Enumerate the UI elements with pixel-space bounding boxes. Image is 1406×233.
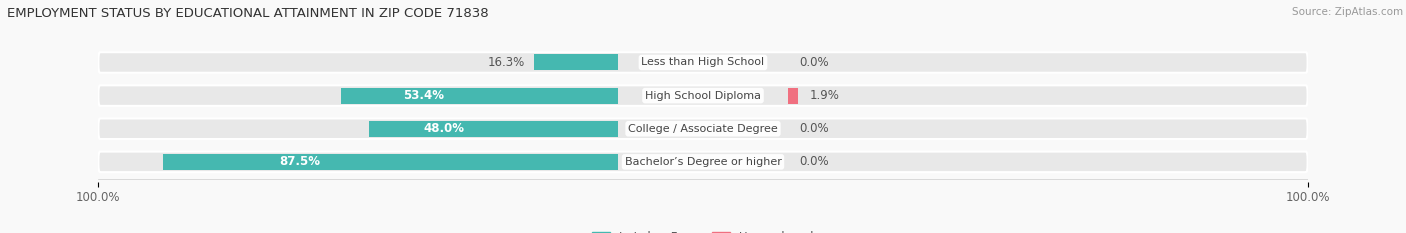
FancyBboxPatch shape (98, 152, 1308, 172)
Text: College / Associate Degree: College / Associate Degree (628, 124, 778, 134)
Bar (787, 88, 797, 104)
Bar (163, 154, 619, 170)
FancyBboxPatch shape (98, 52, 1308, 73)
FancyBboxPatch shape (98, 118, 1308, 139)
Text: EMPLOYMENT STATUS BY EDUCATIONAL ATTAINMENT IN ZIP CODE 71838: EMPLOYMENT STATUS BY EDUCATIONAL ATTAINM… (7, 7, 489, 20)
Text: 48.0%: 48.0% (423, 122, 464, 135)
Bar (534, 55, 619, 71)
Bar (340, 88, 619, 104)
Text: 0.0%: 0.0% (800, 122, 830, 135)
Text: High School Diploma: High School Diploma (645, 91, 761, 101)
Text: Less than High School: Less than High School (641, 58, 765, 68)
Text: 1.9%: 1.9% (810, 89, 839, 102)
Text: 53.4%: 53.4% (404, 89, 444, 102)
FancyBboxPatch shape (98, 85, 1308, 106)
Bar (368, 121, 619, 137)
Text: Bachelor’s Degree or higher: Bachelor’s Degree or higher (624, 157, 782, 167)
Legend: In Labor Force, Unemployed: In Labor Force, Unemployed (588, 226, 818, 233)
Text: Source: ZipAtlas.com: Source: ZipAtlas.com (1292, 7, 1403, 17)
Text: 0.0%: 0.0% (800, 56, 830, 69)
Text: 0.0%: 0.0% (800, 155, 830, 168)
Text: 87.5%: 87.5% (280, 155, 321, 168)
Text: 16.3%: 16.3% (488, 56, 524, 69)
